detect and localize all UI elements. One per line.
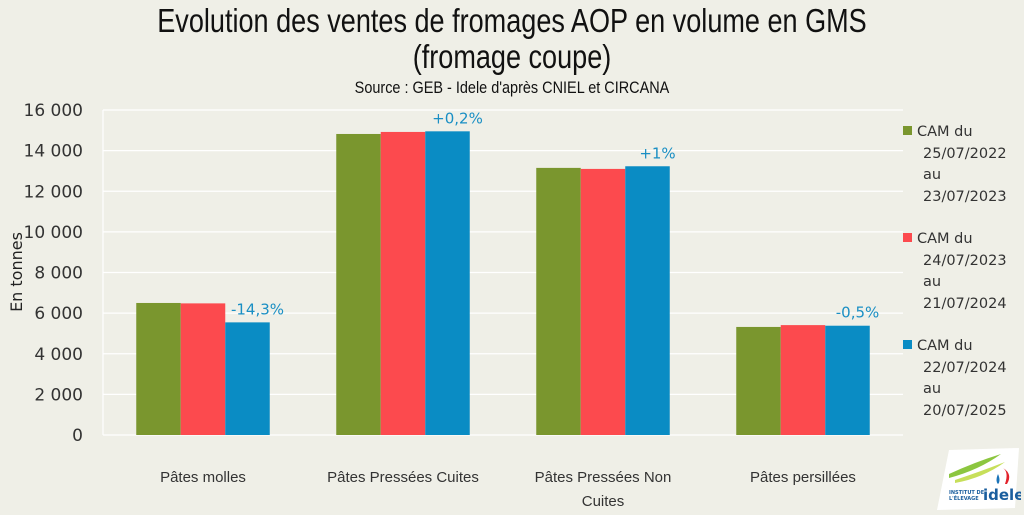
legend-text: au bbox=[923, 167, 942, 183]
legend-swatch bbox=[903, 126, 912, 135]
bar-3-4 bbox=[825, 325, 870, 435]
legend-text: 24/07/2023 bbox=[923, 252, 1007, 269]
legend-text: 22/07/2024 bbox=[923, 359, 1007, 376]
y-axis-label: En tonnes bbox=[7, 232, 26, 312]
x-tick-label: Pâtes persillées bbox=[750, 469, 856, 486]
data-labels: -14,3% +0,2% +1% -0,5% bbox=[231, 109, 879, 321]
y-tick-label: 8 000 bbox=[34, 264, 83, 284]
chart-subtitle: Source : GEB - Idele d'après CNIEL et CI… bbox=[354, 78, 670, 97]
logo-drop-icon bbox=[996, 474, 1000, 484]
svg-text:L'ÉLEVAGE: L'ÉLEVAGE bbox=[949, 494, 979, 502]
bar-3-1 bbox=[225, 322, 270, 435]
bar-1-4 bbox=[736, 326, 781, 435]
svg-text:idele: idele bbox=[983, 486, 1021, 504]
idele-logo: INSTITUT DE L'ÉLEVAGE idele bbox=[935, 448, 1024, 510]
bars bbox=[136, 131, 870, 435]
y-tick-label: 0 bbox=[72, 426, 83, 446]
chart-title-line2: (fromage coupe) bbox=[412, 38, 612, 75]
x-tick-label: Pâtes Pressées Cuites bbox=[327, 469, 479, 486]
bar-3-3 bbox=[625, 166, 670, 435]
y-tick-label: 10 000 bbox=[24, 223, 83, 243]
x-axis-labels: Pâtes molles Pâtes Pressées Cuites Pâtes P… bbox=[160, 469, 856, 510]
logo-background bbox=[937, 448, 1019, 510]
y-tick-label: 4 000 bbox=[34, 345, 83, 365]
legend-text: au bbox=[923, 381, 942, 397]
legend-text: 25/07/2022 bbox=[923, 145, 1007, 162]
y-tick-label: 14 000 bbox=[24, 142, 83, 162]
y-tick-label: 6 000 bbox=[34, 304, 83, 324]
x-tick-label: Pâtes Pressées Non bbox=[535, 469, 672, 486]
bar-1-3 bbox=[536, 167, 581, 435]
legend-item: CAM du 25/07/2022 au 23/07/2023 bbox=[903, 122, 1007, 208]
y-axis-ticks: 0 2 000 4 000 6 000 8 000 10 000 12 000 14 000 1… bbox=[24, 101, 83, 446]
legend-text: CAM du bbox=[917, 124, 973, 140]
svg-text:INSTITUT DE: INSTITUT DE bbox=[949, 490, 985, 496]
bar-1-2 bbox=[336, 133, 381, 435]
data-label: -0,5% bbox=[836, 304, 880, 322]
y-tick-label: 12 000 bbox=[24, 182, 83, 202]
x-tick-label: Pâtes molles bbox=[160, 469, 246, 486]
legend-text: CAM du bbox=[917, 231, 973, 247]
legend-item: CAM du 24/07/2023 au 21/07/2024 bbox=[903, 229, 1007, 315]
x-tick-label: Cuites bbox=[582, 493, 625, 510]
chart-title: Evolution des ventes de fromages AOP en … bbox=[157, 2, 867, 39]
data-label: +1% bbox=[639, 144, 675, 162]
bar-2-3 bbox=[580, 168, 626, 435]
data-label: +0,2% bbox=[432, 109, 483, 127]
legend-text: CAM du bbox=[917, 338, 973, 354]
bar-2-4 bbox=[780, 325, 826, 435]
legend-swatch bbox=[903, 233, 912, 242]
legend-swatch bbox=[903, 340, 912, 349]
logo-swoosh-icon bbox=[949, 454, 1001, 478]
bar-3-2 bbox=[425, 131, 470, 435]
legend-text: 23/07/2023 bbox=[923, 188, 1007, 205]
bar-1-1 bbox=[136, 302, 181, 435]
bar-2-2 bbox=[380, 131, 426, 435]
y-tick-label: 2 000 bbox=[34, 385, 83, 405]
legend-text: au bbox=[923, 274, 942, 290]
legend-text: 20/07/2025 bbox=[923, 402, 1007, 419]
legend-item: CAM du 22/07/2024 au 20/07/2025 bbox=[903, 336, 1007, 422]
bar-2-1 bbox=[180, 303, 226, 435]
y-tick-label: 16 000 bbox=[24, 101, 83, 121]
legend-text: 21/07/2024 bbox=[923, 295, 1007, 312]
data-label: -14,3% bbox=[231, 300, 284, 318]
